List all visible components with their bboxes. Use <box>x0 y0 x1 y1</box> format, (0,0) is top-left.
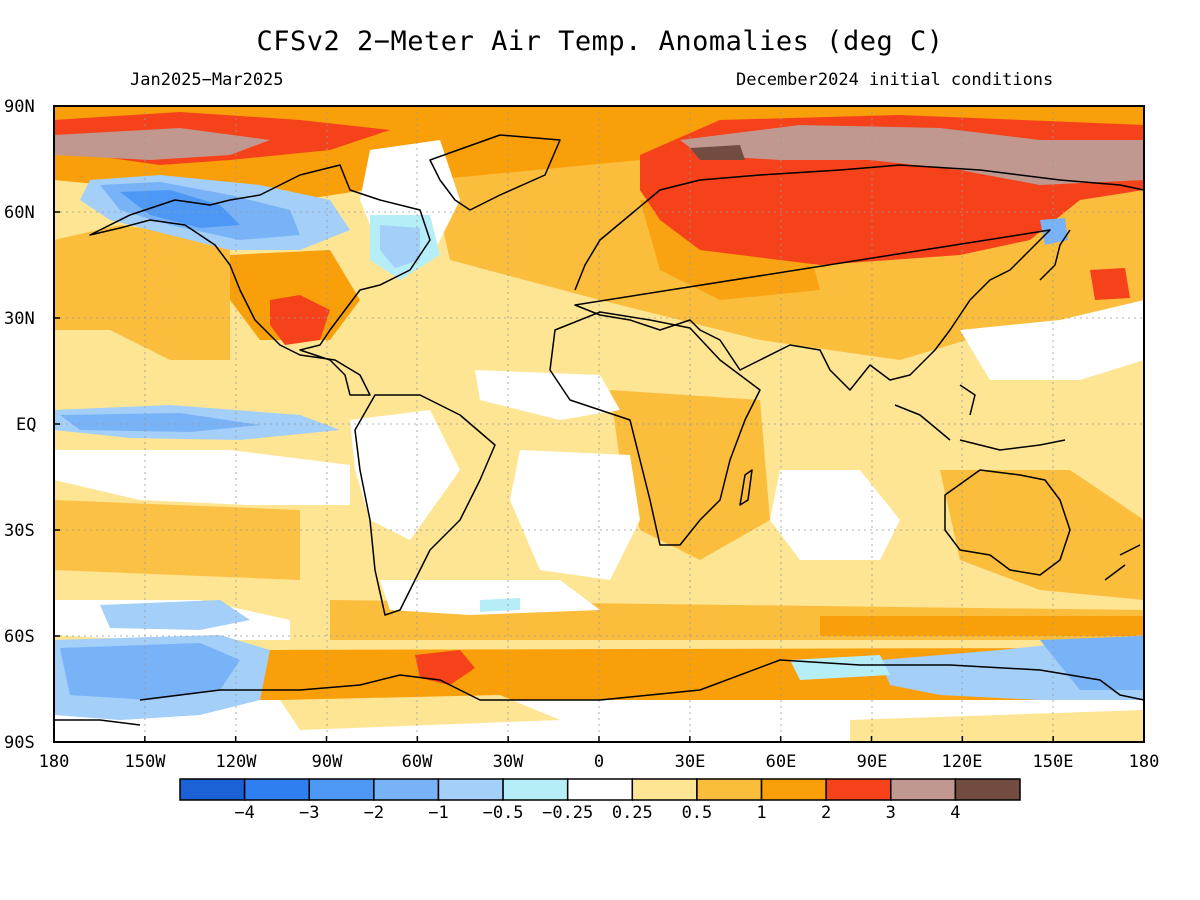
page-title: CFSv2 2−Meter Air Temp. Anomalies (deg C… <box>256 26 944 57</box>
lat-label: 90S <box>4 733 35 753</box>
colorbar-label: 2 <box>821 803 831 823</box>
anomaly-field <box>54 106 1144 742</box>
colorbar-swatch <box>243 778 310 801</box>
forecast-period: Jan2025−Mar2025 <box>130 70 284 90</box>
colorbar-swatch <box>954 778 1021 801</box>
lat-label: 60N <box>4 203 35 223</box>
colorbar-swatch <box>825 778 892 801</box>
lat-label: EQ <box>16 415 36 435</box>
colorbar-swatch <box>760 778 827 801</box>
colorbar-swatch <box>437 778 504 801</box>
colorbar-swatch <box>631 778 698 801</box>
colorbar-label: −3 <box>299 803 319 823</box>
longitude-labels: 180 150W 120W 90W 60W 30W 0 30E 60E 90E … <box>39 752 1160 772</box>
colorbar-swatch <box>502 778 569 801</box>
colorbar-label: 4 <box>950 803 960 823</box>
latitude-labels: 90N 60N 30N EQ 30S 60S 90S <box>4 97 36 753</box>
lon-label: 60W <box>402 752 433 772</box>
lat-label: 30N <box>4 309 35 329</box>
lon-label: 0 <box>594 752 604 772</box>
lon-label: 150E <box>1033 752 1074 772</box>
colorbar-swatch <box>308 778 375 801</box>
colorbar-label: −1 <box>428 803 448 823</box>
colorbar-swatch <box>890 778 957 801</box>
colorbar-label: 3 <box>886 803 896 823</box>
colorbar-swatch <box>696 778 763 801</box>
colorbar-label: −4 <box>234 803 254 823</box>
lon-label: 30W <box>493 752 524 772</box>
lon-label: 90E <box>857 752 888 772</box>
lon-label: 30E <box>675 752 706 772</box>
colorbar-label: −0.25 <box>542 803 593 823</box>
lat-label: 90N <box>4 97 35 117</box>
coastlines <box>54 134 1144 726</box>
colorbar-labels: −4 −3 −2 −1 −0.5 −0.25 0.25 0.5 1 2 3 4 <box>234 803 960 823</box>
graticule <box>54 106 1144 742</box>
colorbar-swatch <box>566 778 634 801</box>
colorbar-swatch <box>179 778 246 801</box>
lat-label: 30S <box>4 521 35 541</box>
colorbar-label: 0.5 <box>682 803 713 823</box>
colorbar-label: 0.25 <box>612 803 653 823</box>
initial-conditions: December2024 initial conditions <box>736 70 1054 90</box>
lat-label: 60S <box>4 627 35 647</box>
colorbar <box>179 778 1021 801</box>
lon-label: 120W <box>216 752 258 772</box>
lon-label: 120E <box>942 752 983 772</box>
axis-ticks <box>53 105 1145 743</box>
colorbar-label: −0.5 <box>483 803 524 823</box>
colorbar-label: −2 <box>364 803 384 823</box>
colorbar-label: 1 <box>756 803 766 823</box>
lon-label: 150W <box>125 752 167 772</box>
lon-label: 60E <box>766 752 797 772</box>
lon-label: 180 <box>39 752 70 772</box>
lon-label: 90W <box>312 752 343 772</box>
colorbar-swatch <box>373 778 440 801</box>
lon-label: 180 <box>1129 752 1160 772</box>
